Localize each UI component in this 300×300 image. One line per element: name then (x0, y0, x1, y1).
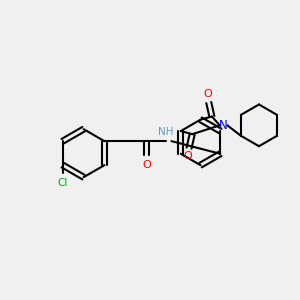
Text: O: O (203, 89, 212, 99)
Text: NH: NH (158, 128, 173, 137)
Text: Cl: Cl (58, 178, 68, 188)
Text: N: N (219, 119, 228, 132)
Text: O: O (142, 160, 151, 170)
Text: O: O (183, 151, 192, 161)
